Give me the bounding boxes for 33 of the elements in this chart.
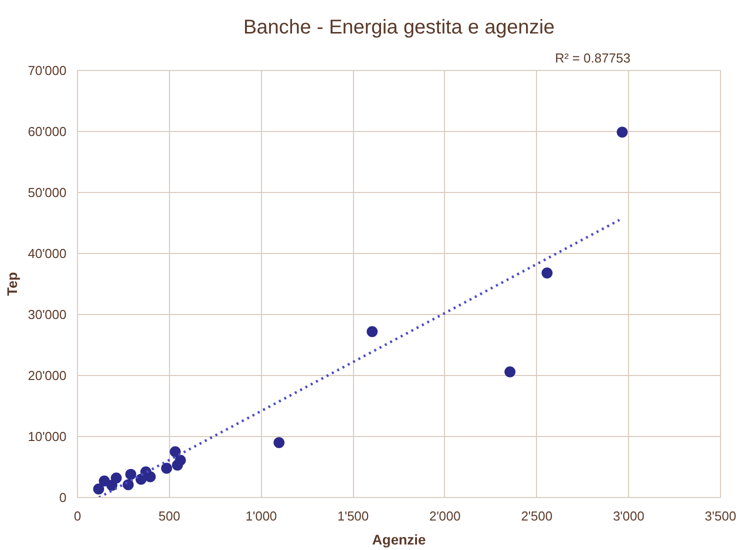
x-tick-label: 3'500 <box>704 508 736 524</box>
y-tick-label: 60'000 <box>28 124 67 139</box>
y-tick-label: 10'000 <box>28 429 67 444</box>
y-axis-title: Tep <box>4 272 20 296</box>
x-tick-label: 0 <box>74 508 82 524</box>
point <box>542 268 553 279</box>
point <box>93 483 104 494</box>
point <box>122 479 134 490</box>
point <box>174 454 186 466</box>
y-tick-label: 50'000 <box>28 185 67 200</box>
x-axis-title: Agenzie <box>372 532 426 548</box>
point <box>161 462 172 474</box>
y-tick-label: 40'000 <box>28 246 67 261</box>
point <box>274 437 285 448</box>
y-tick-label: 30'000 <box>28 307 67 322</box>
x-tick-label: 500 <box>158 508 180 524</box>
x-tick-label: 1'500 <box>337 508 369 524</box>
text: R² = 0.87753 <box>554 50 631 66</box>
point <box>110 472 122 484</box>
point <box>125 468 136 480</box>
x-tick-label: 1'000 <box>246 508 277 524</box>
y-tick-label: 0 <box>59 490 67 505</box>
chart-title: Banche - Energia gestita e agenzie <box>243 16 555 38</box>
x-tick-label: 2'500 <box>521 508 552 524</box>
y-tick-label: 20'000 <box>28 368 67 383</box>
point <box>366 326 378 338</box>
x-tick-label: 3'000 <box>612 508 644 524</box>
point <box>504 366 516 378</box>
point <box>144 471 156 482</box>
y-tick-label: 70'000 <box>28 63 67 78</box>
point <box>170 446 181 458</box>
point <box>616 126 628 138</box>
x-tick-label: 2'000 <box>429 508 461 524</box>
